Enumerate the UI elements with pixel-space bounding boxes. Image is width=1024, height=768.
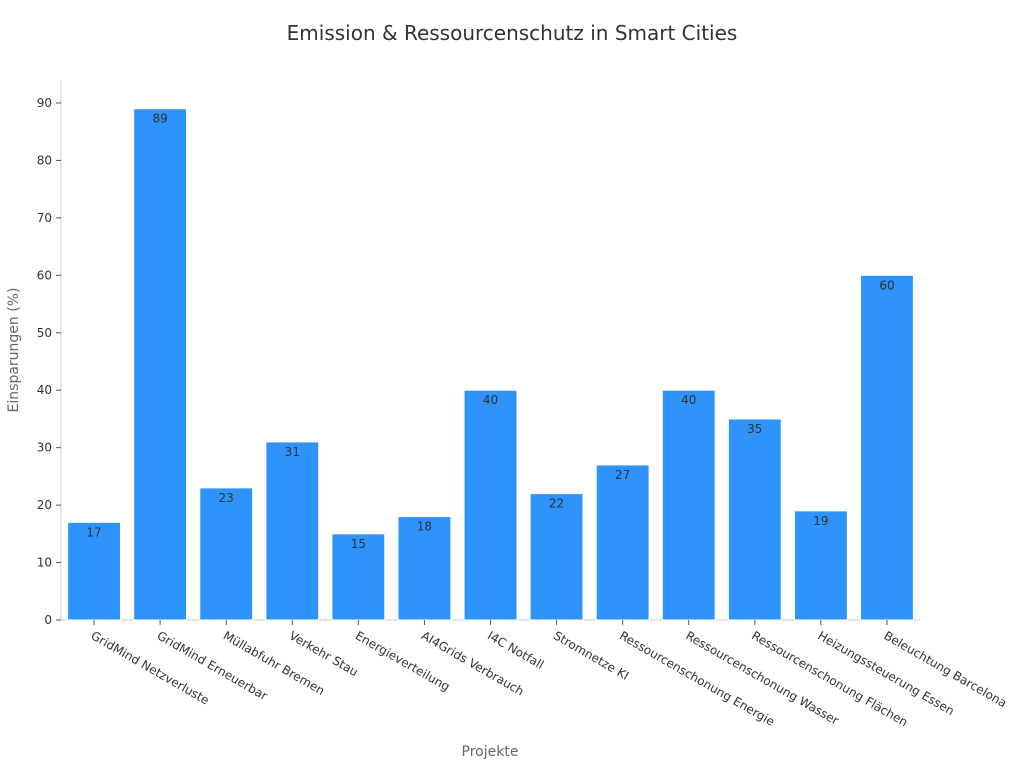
- bar: [463, 389, 518, 621]
- bar: [661, 389, 716, 621]
- y-tick-label: 40: [37, 383, 52, 397]
- bar-value-label: 31: [285, 445, 300, 459]
- x-axis-label: Projekte: [462, 744, 519, 760]
- bar-value-label: 40: [681, 393, 696, 407]
- bar: [727, 418, 782, 621]
- bar: [67, 521, 121, 621]
- y-tick-label: 20: [37, 498, 52, 512]
- bar-value-label: 60: [879, 278, 894, 292]
- bar-value-label: 40: [483, 393, 498, 407]
- chart-title: Emission & Ressourcenschutz in Smart Cit…: [287, 21, 738, 45]
- bar-value-label: 18: [417, 520, 432, 534]
- bar: [199, 487, 254, 621]
- bar: [529, 493, 584, 621]
- x-tick-label: GridMind Erneuerbar: [155, 628, 270, 703]
- bar-value-label: 23: [219, 491, 234, 505]
- x-tick-label: I4C Notfall: [485, 628, 546, 671]
- bar-value-label: 17: [86, 525, 101, 539]
- x-tick-label: GridMind Netzverluste: [89, 628, 212, 707]
- y-tick-label: 50: [37, 326, 52, 340]
- x-tick-label: Beleuchtung Barcelona: [881, 628, 1009, 710]
- bar-value-label: 19: [813, 514, 828, 528]
- bar-value-label: 35: [747, 422, 762, 436]
- y-tick-label: 30: [37, 441, 52, 455]
- y-tick-label: 60: [37, 268, 52, 282]
- y-tick-label: 10: [37, 556, 52, 570]
- bar: [595, 464, 650, 621]
- y-tick-label: 90: [37, 96, 52, 110]
- bar: [133, 108, 188, 621]
- bar: [860, 274, 914, 621]
- plot-area: 0 10 20 30 40 50 60 70 80 90 17 GridMind Netzverlus…: [37, 80, 1009, 729]
- y-tick-label: 0: [44, 613, 52, 627]
- bar-value-label: 89: [152, 112, 167, 126]
- bar: [265, 441, 320, 621]
- bar-value-label: 15: [351, 537, 366, 551]
- bar-value-label: 22: [549, 497, 564, 511]
- y-axis-label: Einsparungen (%): [6, 288, 22, 413]
- y-tick-label: 80: [37, 153, 52, 167]
- bar-value-label: 27: [615, 468, 630, 482]
- y-tick-label: 70: [37, 211, 52, 225]
